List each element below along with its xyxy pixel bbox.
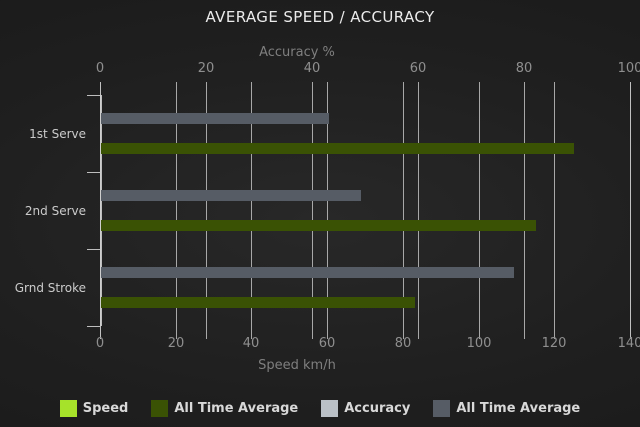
top-axis-tick-label: 100 — [617, 61, 640, 76]
top-axis-tick-label: 0 — [95, 61, 105, 76]
top-axis-tick-label: 20 — [197, 61, 215, 76]
gridline — [479, 82, 480, 339]
bar-speed_avg — [101, 220, 536, 231]
gridline — [206, 82, 207, 339]
bottom-axis-tick-label: 140 — [617, 336, 640, 351]
category-boundary-tick — [87, 95, 100, 96]
legend-item-speed: Speed — [59, 399, 129, 417]
bar-speed_avg — [101, 297, 415, 308]
gridline — [630, 82, 631, 339]
gridline — [524, 82, 525, 339]
bottom-axis-tick-label: 80 — [394, 336, 412, 351]
gridline — [312, 82, 313, 339]
legend-label: All Time Average — [174, 400, 299, 416]
bottom-axis-tick-label: 20 — [167, 336, 185, 351]
bar-accuracy_avg — [101, 113, 329, 124]
y-axis-line — [100, 95, 102, 326]
gridline — [176, 82, 177, 339]
legend-swatch-accuracy — [321, 399, 339, 417]
legend-swatch-accuracy_avg — [433, 399, 451, 417]
legend-swatch-speed_avg — [151, 399, 169, 417]
top-axis-title: Accuracy % — [259, 45, 335, 60]
gridline — [554, 82, 555, 339]
bottom-axis-tick-label: 40 — [242, 336, 260, 351]
top-axis-tick-label: 80 — [515, 61, 533, 76]
legend-item-accuracy: Accuracy — [321, 399, 411, 417]
gridline — [418, 82, 419, 339]
bar-speed_avg — [101, 143, 574, 154]
legend-label: Speed — [82, 400, 129, 416]
category-boundary-tick — [87, 326, 100, 327]
chart-legend: Speed All Time Average Accuracy All Time Av… — [0, 397, 640, 419]
legend-item-speed_avg: All Time Average — [151, 399, 299, 417]
legend-label: Accuracy — [344, 400, 411, 416]
bottom-axis-tick-label: 60 — [318, 336, 336, 351]
category-label: 1st Serve — [29, 127, 86, 141]
legend-label: All Time Average — [456, 400, 581, 416]
gridline — [251, 82, 252, 339]
bottom-axis-title: Speed km/h — [258, 358, 336, 373]
bar-accuracy_avg — [101, 267, 514, 278]
chart-title: AVERAGE SPEED / ACCURACY — [205, 8, 435, 26]
bar-accuracy_avg — [101, 190, 361, 201]
gridline — [403, 82, 404, 339]
gridline — [327, 82, 328, 339]
legend-item-accuracy_avg: All Time Average — [433, 399, 581, 417]
bottom-axis-tick-label: 100 — [466, 336, 492, 351]
category-label: 2nd Serve — [24, 204, 86, 218]
top-axis-tick-label: 60 — [409, 61, 427, 76]
bottom-axis-tick-label: 120 — [541, 336, 567, 351]
category-label: Grnd Stroke — [14, 281, 86, 295]
legend-swatch-speed — [59, 399, 77, 417]
category-boundary-tick — [87, 249, 100, 250]
top-axis-tick-label: 40 — [303, 61, 321, 76]
category-boundary-tick — [87, 172, 100, 173]
bottom-axis-tick-label: 0 — [95, 336, 105, 351]
